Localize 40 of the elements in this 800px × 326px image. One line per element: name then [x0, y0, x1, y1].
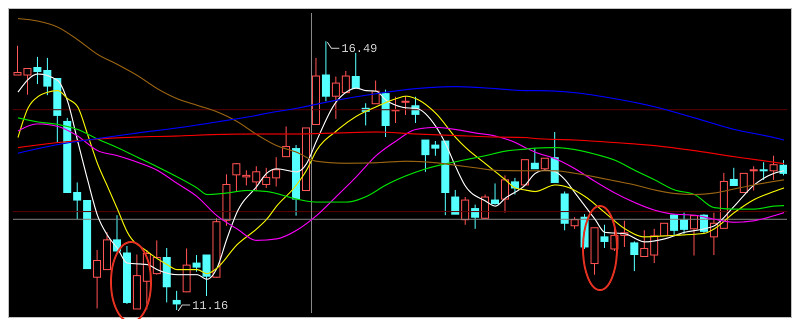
candlestick: [43, 57, 52, 96]
candlestick: [540, 158, 549, 171]
candlestick: [401, 96, 410, 116]
candlestick: [352, 52, 360, 90]
candlestick: [630, 240, 638, 272]
candlestick: [740, 172, 748, 193]
candlestick: [750, 166, 758, 191]
candlestick: [760, 162, 768, 180]
candlestick: [770, 155, 778, 180]
candlestick: [14, 45, 22, 76]
candlestick: [342, 70, 350, 94]
candlestick: [332, 76, 340, 120]
candlestick: [600, 224, 608, 248]
candlestick: [192, 254, 201, 272]
candlestick: [73, 182, 82, 220]
candlestick: [500, 174, 509, 214]
candlestick: [491, 182, 500, 206]
candlestick: [202, 254, 211, 296]
candlestick: [730, 167, 738, 186]
candlestick: [322, 40, 330, 102]
candlestick: [570, 216, 579, 230]
candlestick: [461, 196, 470, 226]
candlestick: [431, 140, 440, 156]
candlestick: [471, 204, 480, 230]
candlestick: [23, 68, 32, 96]
candlestick: [33, 56, 42, 85]
candlestick: [690, 214, 698, 256]
candlestick: [680, 212, 688, 234]
candlestick: [530, 147, 539, 170]
candlestick: [780, 160, 787, 176]
candlestick: [172, 290, 181, 310]
candlestick: [93, 249, 102, 309]
annotation: 16.49: [341, 42, 378, 56]
candlestick: [660, 222, 668, 236]
candlestick: [272, 156, 280, 187]
candlestick: [232, 162, 240, 192]
annotation: 11.16: [192, 298, 228, 313]
candlestick: [242, 170, 250, 186]
candlestick: [421, 140, 430, 172]
candlestick: [451, 189, 460, 215]
